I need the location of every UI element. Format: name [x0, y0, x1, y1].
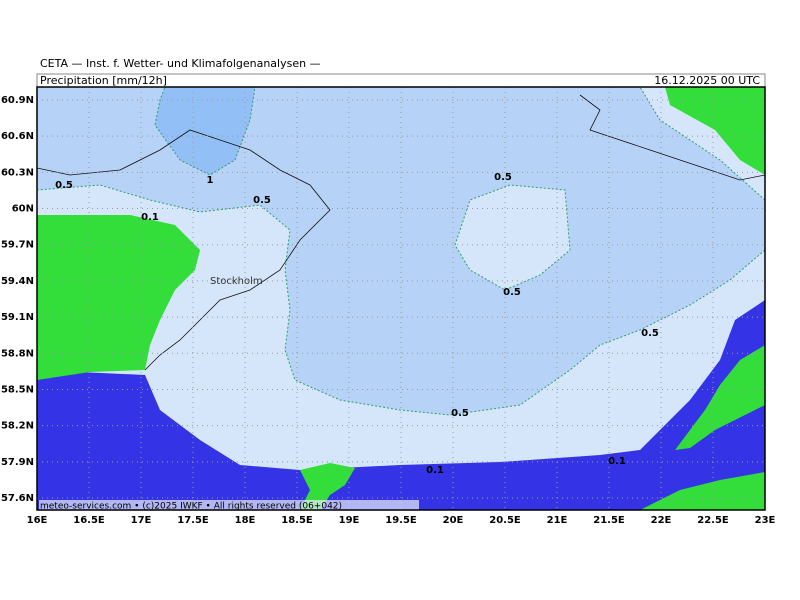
lat-label: 59.4N [1, 276, 34, 287]
lon-label: 16.5E [73, 515, 105, 526]
land-se2 [640, 472, 765, 510]
precip-none-sea [37, 300, 765, 510]
lon-label: 22.5E [697, 515, 729, 526]
footer: meteo-services.com • (c)2025 IWKF • All … [40, 502, 342, 512]
contour-label: 0.5 [503, 287, 521, 298]
lat-label: 59.1N [1, 312, 34, 323]
contour-label: 0.5 [494, 172, 512, 183]
contour-label: 0.1 [426, 465, 444, 476]
land-ne [665, 87, 765, 175]
coastline-finland [579, 94, 766, 181]
coastline [36, 129, 331, 371]
map-area: meteo-services.com • (c)2025 IWKF • All … [36, 86, 766, 512]
contour-label: 0.5 [55, 180, 73, 191]
lat-label: 60.6N [1, 131, 34, 142]
lat-label: 60.3N [1, 167, 34, 178]
lat-label: 57.9N [1, 457, 34, 468]
lon-label: 18.5E [281, 515, 313, 526]
map-frame [36, 86, 766, 511]
grid [37, 87, 765, 510]
lat-label: 58.8N [1, 348, 34, 359]
contour-label: 1 [207, 175, 214, 186]
labels: 16E 16.5E 17E 17.5E 18E 18.5E 19E 19.5E 20E 20.5E… [1, 95, 776, 526]
contour-label: 0.5 [253, 195, 271, 206]
lon-label: 16E [27, 515, 48, 526]
precip-light-hole [454, 184, 571, 291]
lat-label: 58.2N [1, 421, 34, 432]
contour-label: 0.1 [141, 212, 159, 223]
precip-heavy [154, 86, 256, 176]
contour-label: 0.5 [451, 408, 469, 419]
footer-bg [39, 500, 419, 511]
land-w [37, 215, 200, 380]
lat-label: 57.6N [1, 493, 34, 504]
lon-label: 21.5E [593, 515, 625, 526]
variable-title: Precipitation [mm/12h] [40, 74, 167, 87]
lon-label: 22E [651, 515, 672, 526]
header-org: CETA — Inst. f. Wetter- und Klimafolgena… [40, 57, 321, 70]
land-island [300, 463, 355, 510]
land-se [675, 345, 765, 450]
lon-label: 20E [443, 515, 464, 526]
lat-label: 59.7N [1, 240, 34, 251]
lon-label: 21E [547, 515, 568, 526]
timestamp: 16.12.2025 00 UTC [654, 74, 760, 87]
place-label: Stockholm [210, 276, 263, 287]
lon-label: 19E [339, 515, 360, 526]
lat-label: 60.9N [1, 95, 34, 106]
lon-label: 20.5E [489, 515, 521, 526]
lon-label: 19.5E [385, 515, 417, 526]
lat-label: 58.5N [1, 384, 34, 395]
lon-label: 17.5E [177, 515, 209, 526]
lon-label: 18E [235, 515, 256, 526]
lat-label: 60N [12, 204, 34, 215]
contour-label: 0.5 [641, 328, 659, 339]
contour-label: 0.1 [608, 456, 626, 467]
lon-label: 23E [755, 515, 776, 526]
lon-label: 17E [131, 515, 152, 526]
